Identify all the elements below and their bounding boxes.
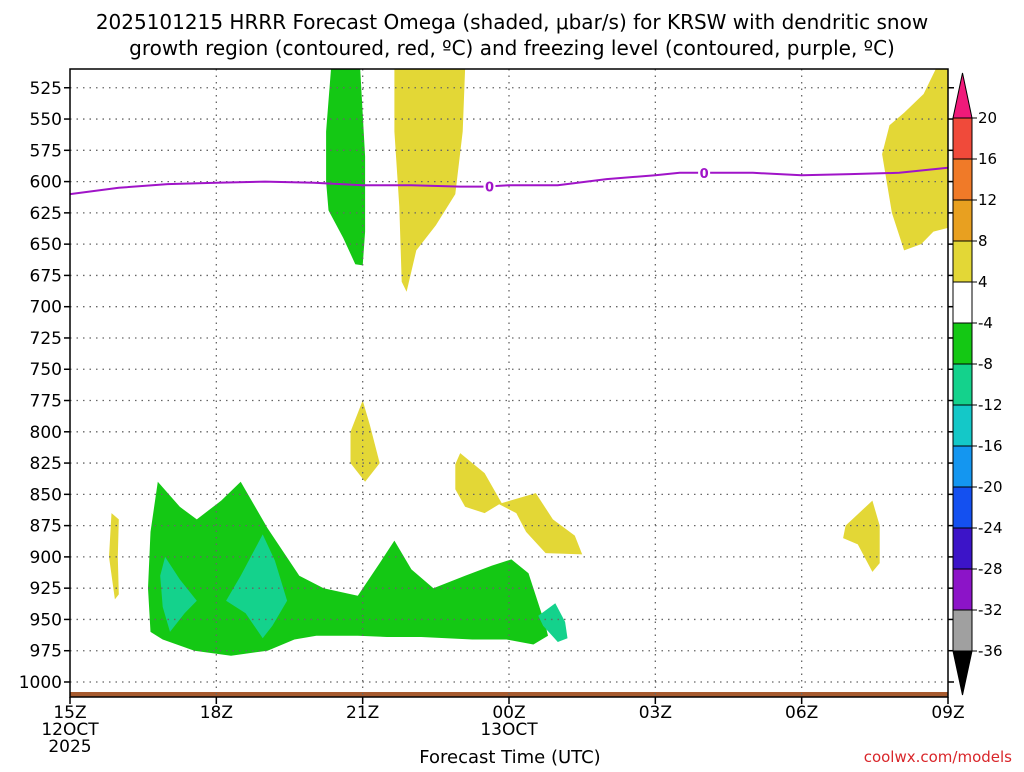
colorbar-band-9 [952, 445, 973, 488]
colorbar-label-13: -36 [978, 642, 1003, 660]
colorbar-label-12: -32 [978, 601, 1003, 619]
colorbar-band-13 [952, 609, 973, 652]
omega-region-4 [350, 400, 380, 482]
chart-title-line-2: growth region (contoured, red, ºC) and f… [129, 36, 895, 60]
y-tick-label-625: 625 [30, 204, 62, 224]
colorbar-label-4: 4 [978, 273, 988, 291]
x-tick-label-9-1: 13OCT [480, 720, 538, 740]
colorbar-label-0: 20 [978, 109, 997, 127]
y-tick-label-675: 675 [30, 266, 62, 286]
omega-region-2 [882, 69, 948, 251]
colorbar-bottom-triangle [952, 650, 973, 696]
colorbar-label-8: -16 [978, 437, 1003, 455]
colorbar-label-9: -20 [978, 478, 1003, 496]
y-tick-label-825: 825 [30, 454, 62, 474]
colorbar-label-3: 8 [978, 232, 988, 250]
x-tick-label-18-0: 09Z [931, 703, 964, 723]
colorbar-band-4 [952, 240, 973, 283]
omega-region-8 [160, 556, 197, 632]
y-tick-label-525: 525 [30, 79, 62, 99]
y-tick-label-700: 700 [30, 298, 62, 318]
x-tick-label-0-0: 15Z [53, 703, 86, 723]
x-tick-label-15-0: 06Z [785, 703, 818, 723]
freezing-level-label-1: 0 [700, 167, 709, 182]
x-tick-label-6-0: 21Z [346, 703, 379, 723]
freezing-level-label-0: 0 [485, 180, 494, 195]
colorbar-band-12 [952, 568, 973, 611]
colorbar: 20 16 12 8 4 -4 -8 -12 -16 -20 -24 -28 -32 -36 [952, 72, 1003, 696]
colorbar-label-1: 16 [978, 150, 997, 168]
chart-title-line-1: 2025101215 HRRR Forecast Omega (shaded, … [96, 10, 928, 34]
omega-region-6 [843, 500, 880, 572]
omega-region-10 [538, 603, 568, 642]
omega-region-1 [394, 69, 466, 292]
colorbar-label-6: -8 [978, 355, 993, 373]
y-tick-label-550: 550 [30, 110, 62, 130]
y-tick-label-950: 950 [30, 610, 62, 630]
y-tick-label-575: 575 [30, 141, 62, 161]
colorbar-band-1 [952, 117, 973, 160]
colorbar-band-7 [952, 363, 973, 406]
colorbar-band-3 [952, 199, 973, 242]
y-tick-label-850: 850 [30, 485, 62, 505]
omega-shading-layer [70, 69, 948, 697]
y-tick-label-650: 650 [30, 235, 62, 255]
colorbar-label-7: -12 [978, 396, 1003, 414]
y-tick-label-800: 800 [30, 423, 62, 443]
x-axis-label: Forecast Time (UTC) [419, 747, 600, 768]
colorbar-label-10: -24 [978, 519, 1003, 537]
y-tick-label-1000: 1000 [19, 673, 62, 693]
omega-region-9 [226, 534, 288, 639]
site-credit: coolwx.com/models [864, 748, 1012, 766]
colorbar-band-8 [952, 404, 973, 447]
omega-region-3 [109, 513, 119, 600]
omega-region-0 [326, 69, 366, 266]
y-tick-label-975: 975 [30, 642, 62, 662]
y-tick-label-900: 900 [30, 548, 62, 568]
x-tick-label-9-0: 00Z [492, 703, 525, 723]
grid-layer [70, 69, 948, 697]
axes-layer: 525 550 575 600 625 650 675 700 725 750 775 800 825 8… [19, 68, 965, 757]
colorbar-label-5: -4 [978, 314, 993, 332]
freezing-level-layer: 00 [70, 165, 948, 196]
y-tick-label-600: 600 [30, 173, 62, 193]
y-tick-label-925: 925 [30, 579, 62, 599]
colorbar-top-triangle [952, 72, 973, 119]
colorbar-band-10 [952, 486, 973, 529]
colorbar-band-11 [952, 527, 973, 570]
y-tick-label-875: 875 [30, 517, 62, 537]
omega-region-5 [455, 453, 583, 555]
colorbar-band-6 [952, 322, 973, 365]
freezing-level-line [70, 166, 948, 196]
freezing-level-label-bg-1 [698, 165, 711, 180]
y-tick-label-725: 725 [30, 329, 62, 349]
colorbar-band-2 [952, 158, 973, 201]
freezing-level-label-bg-0 [483, 179, 496, 194]
x-tick-label-0-2: 2025 [48, 737, 91, 757]
colorbar-band-5 [952, 281, 973, 324]
y-tick-label-775: 775 [30, 392, 62, 412]
y-tick-label-750: 750 [30, 360, 62, 380]
x-tick-label-0-1: 12OCT [41, 720, 99, 740]
x-tick-label-3-0: 18Z [200, 703, 233, 723]
x-tick-label-12-0: 03Z [639, 703, 672, 723]
colorbar-label-11: -28 [978, 560, 1003, 578]
colorbar-label-2: 12 [978, 191, 997, 209]
